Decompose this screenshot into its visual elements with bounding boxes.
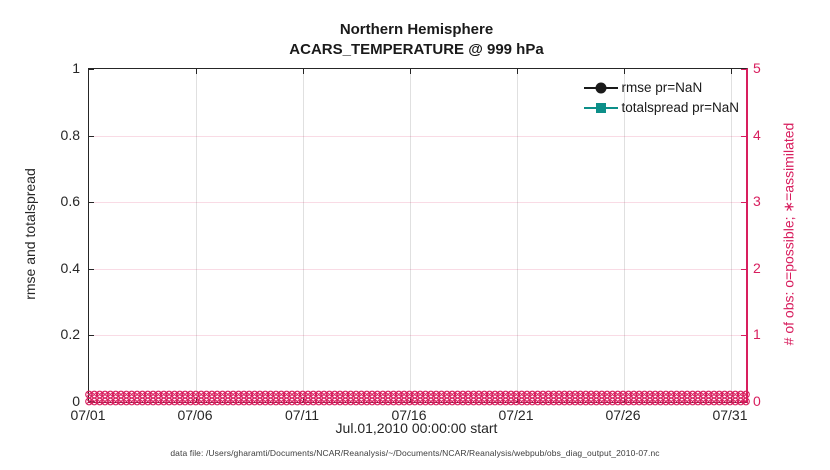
x-tick-bottom (303, 397, 304, 402)
x-tick-label: 07/01 (70, 407, 106, 423)
x-tick-bottom (410, 397, 411, 402)
y-tick-left (89, 136, 94, 137)
x-gridline (517, 69, 518, 402)
y-tick-label-left: 0.8 (60, 127, 80, 143)
x-gridline (196, 69, 197, 402)
y-gridline (89, 269, 746, 270)
y-tick-label-right: 3 (753, 193, 761, 209)
y-tick-left (89, 69, 94, 70)
y-gridline (89, 335, 746, 336)
x-tick-top (303, 69, 304, 74)
x-tick-label: 07/31 (712, 407, 748, 423)
y-tick-label-left: 0 (72, 393, 80, 409)
plot-title: Northern Hemisphere ACARS_TEMPERATURE @ … (88, 20, 745, 60)
x-gridline (303, 69, 304, 402)
x-gridline (731, 69, 732, 402)
y-tick-label-left: 0.6 (60, 193, 80, 209)
title-line-2: ACARS_TEMPERATURE @ 999 hPa (289, 41, 544, 58)
plot-area: rmse pr=NaN totalspread pr=NaN (85, 68, 750, 406)
y-tick-label-right: 1 (753, 326, 761, 342)
y-tick-right (741, 269, 746, 270)
y-tick-label-right: 0 (753, 393, 761, 409)
x-tick-label: 07/21 (498, 407, 534, 423)
x-tick-top (731, 69, 732, 74)
right-axis-title: # of obs: o=possible; ∗=assimilated (780, 122, 797, 346)
y-tick-left (89, 202, 94, 203)
legend: rmse pr=NaN totalspread pr=NaN (583, 80, 739, 115)
legend-row-rmse: rmse pr=NaN (583, 80, 739, 95)
obs-count-markers (85, 390, 750, 406)
x-tick-label: 07/06 (177, 407, 213, 423)
title-line-1: Northern Hemisphere (339, 21, 494, 38)
rmse-legend-marker-icon (583, 82, 618, 93)
y-tick-right (741, 202, 746, 203)
x-tick-label: 07/26 (605, 407, 641, 423)
datafile-caption: data file: /Users/gharamti/Documents/NCA… (170, 448, 660, 458)
totalspread-legend-marker-icon (583, 102, 618, 113)
x-tick-label: 07/11 (285, 407, 319, 423)
y-tick-label-right: 4 (753, 127, 761, 143)
x-axis-title: Jul.01,2010 00:00:00 start (335, 420, 498, 436)
x-gridline (410, 69, 411, 402)
y-tick-label-left: 1 (72, 60, 80, 76)
y-tick-left (89, 335, 94, 336)
y-tick-label-left: 0.4 (60, 260, 80, 276)
y-tick-right (741, 136, 746, 137)
y-tick-right (741, 335, 746, 336)
x-tick-top (517, 69, 518, 74)
x-tick-top (624, 69, 625, 74)
y-tick-label-right: 2 (753, 260, 761, 276)
y-tick-left (89, 269, 94, 270)
y-tick-label-left: 0.2 (60, 326, 80, 342)
x-tick-top (410, 69, 411, 74)
x-tick-top (196, 69, 197, 74)
y-tick-right (741, 69, 746, 70)
legend-label-totalspread: totalspread pr=NaN (621, 100, 739, 115)
legend-label-rmse: rmse pr=NaN (621, 80, 703, 95)
x-gridline (624, 69, 625, 402)
y-tick-label-right: 5 (753, 60, 761, 76)
x-tick-label: 07/16 (391, 407, 427, 423)
x-tick-bottom (517, 397, 518, 402)
x-tick-bottom (196, 397, 197, 402)
y-gridline (89, 136, 746, 137)
left-axis-title: rmse and totalspread (22, 168, 38, 300)
legend-row-totalspread: totalspread pr=NaN (583, 100, 739, 115)
y-gridline (89, 202, 746, 203)
